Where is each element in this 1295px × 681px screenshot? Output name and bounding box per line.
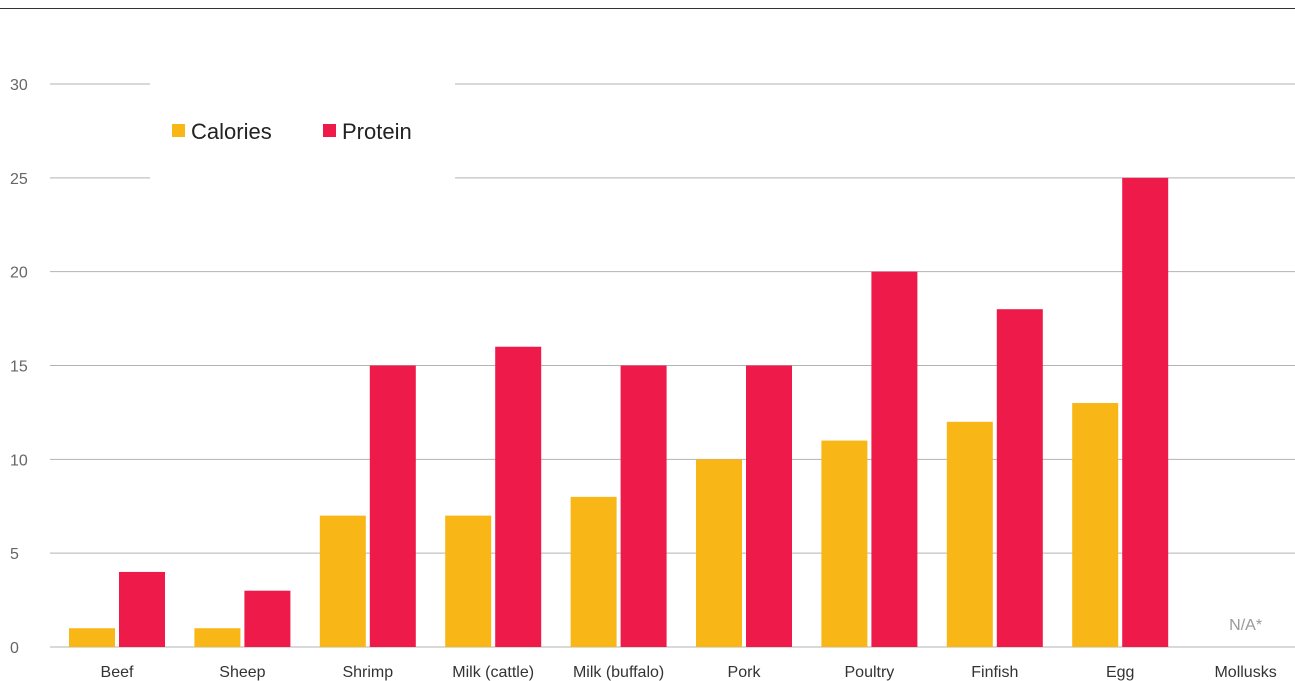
na-annotation: N/A* <box>1229 617 1262 634</box>
bar-protein-milk-cattle <box>495 346 542 647</box>
bar-calories-finfish <box>946 421 993 647</box>
bar-calories-milk-buffalo <box>570 496 617 647</box>
bar-protein-egg <box>1122 177 1169 648</box>
bar-protein-shrimp <box>369 365 416 647</box>
bar-calories-pork <box>696 459 742 647</box>
y-axis-ticks: 0 5 10 15 20 25 30 <box>10 77 28 657</box>
bar-calories-milk-cattle <box>445 515 492 647</box>
legend: Calories Protein <box>172 119 412 144</box>
legend-swatch-protein <box>323 124 336 137</box>
x-category-label: Pork <box>728 664 762 681</box>
bar-protein-sheep <box>244 590 291 647</box>
bar-protein-pork <box>746 365 792 647</box>
annotations: N/A* <box>1229 617 1262 634</box>
x-category-label: Beef <box>101 664 134 681</box>
x-category-label: Milk (buffalo) <box>573 664 664 681</box>
y-tick-label: 0 <box>10 640 19 657</box>
y-tick-label: 25 <box>10 171 28 188</box>
bar-calories-shrimp <box>319 515 366 647</box>
x-axis-labels: Beef Sheep Shrimp Milk (cattle) Milk (buffal… <box>101 664 1277 681</box>
bar-calories-poultry <box>821 440 868 647</box>
bar-protein-poultry <box>871 271 918 647</box>
y-tick-label: 10 <box>10 452 28 469</box>
bar-calories-egg <box>1072 403 1119 647</box>
x-category-label: Poultry <box>845 664 895 681</box>
x-category-label: Finfish <box>971 664 1018 681</box>
legend-label-protein: Protein <box>342 119 412 144</box>
y-tick-label: 20 <box>10 265 28 282</box>
x-category-label: Milk (cattle) <box>452 664 534 681</box>
y-tick-label: 5 <box>10 546 19 563</box>
legend-background <box>150 70 455 200</box>
bar-protein-finfish <box>996 309 1043 647</box>
top-rule <box>0 8 1295 9</box>
bar-protein-beef <box>119 571 165 647</box>
legend-label-calories: Calories <box>191 119 272 144</box>
x-category-label: Sheep <box>219 664 265 681</box>
bar-protein-milk-buffalo <box>620 365 667 647</box>
x-category-label: Egg <box>1106 664 1134 681</box>
bars <box>69 177 1169 648</box>
legend-swatch-calories <box>172 124 185 137</box>
bar-calories-beef <box>69 628 115 647</box>
bar-calories-sheep <box>194 628 241 647</box>
y-tick-label: 30 <box>10 77 28 94</box>
x-category-label: Mollusks <box>1214 664 1276 681</box>
x-category-label: Shrimp <box>342 664 393 681</box>
y-tick-label: 15 <box>10 359 28 376</box>
